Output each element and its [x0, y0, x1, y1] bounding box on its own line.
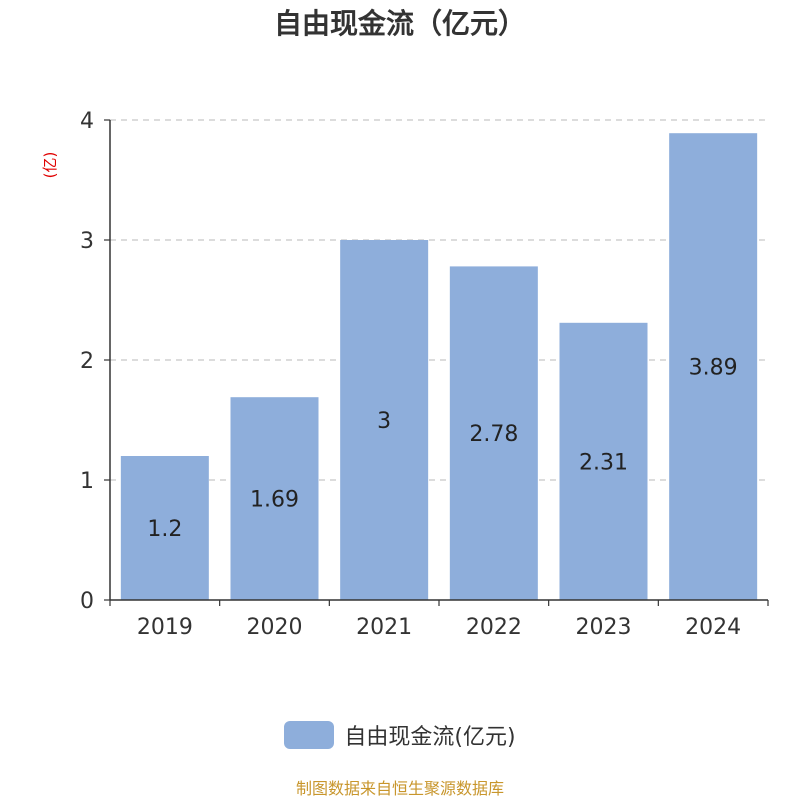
bar-2024[interactable]	[669, 133, 758, 600]
bar-chart: 0 1 2 3 4 1.2 1.69 3 2.78 2.31 3.89 2019 2020 2021 202…	[80, 109, 769, 640]
x-tick-label: 2021	[356, 615, 412, 640]
x-tick-label: 2024	[685, 615, 741, 640]
y-tick-label: 4	[80, 109, 94, 134]
x-tick-label: 2023	[576, 615, 632, 640]
bar-data-label: 3.89	[689, 356, 738, 381]
bar-data-label: 3	[377, 409, 391, 434]
y-tick-label: 2	[80, 349, 94, 374]
y-tick-label: 1	[80, 469, 94, 494]
bar-data-label: 2.31	[579, 450, 628, 475]
bar-2020[interactable]	[230, 397, 319, 600]
bar-2019[interactable]	[120, 456, 209, 600]
legend[interactable]: 自由现金流(亿元)	[0, 720, 800, 750]
bar-data-label: 2.78	[469, 422, 518, 447]
x-tick-label: 2022	[466, 615, 522, 640]
y-tick-label: 0	[80, 589, 94, 614]
chart-title: 自由现金流（亿元）	[273, 7, 526, 40]
bar-data-label: 1.69	[250, 488, 299, 513]
x-tick-label: 2019	[137, 615, 193, 640]
bar-2023[interactable]	[559, 322, 648, 600]
y-tick-label: 3	[80, 229, 94, 254]
legend-swatch[interactable]	[284, 721, 335, 749]
x-tick-label: 2020	[247, 615, 303, 640]
legend-label[interactable]: 自由现金流(亿元)	[344, 725, 516, 750]
bar-2021[interactable]	[340, 240, 429, 600]
bar-data-label: 1.2	[147, 517, 182, 542]
bar-2022[interactable]	[449, 266, 538, 600]
source-footnote: 制图数据来自恒生聚源数据库	[295, 779, 504, 798]
